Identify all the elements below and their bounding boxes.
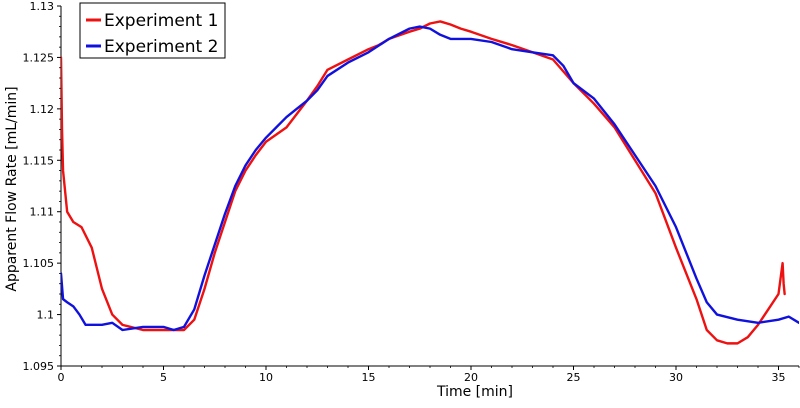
series-line-experiment-2 [61, 25, 799, 332]
tick-labels: 0 5 10 15 20 25 30 35 1.095 1.1 1.105 1.11 1.115 1.12… [23, 0, 786, 384]
y-tick-label: 1.12 [30, 103, 55, 116]
x-tick-label: 0 [58, 371, 65, 384]
y-tick-label: 1.125 [23, 51, 55, 64]
series-line-experiment-1 [61, 20, 786, 345]
x-tick-label: 20 [464, 371, 478, 384]
legend-label-experiment-1: Experiment 1 [104, 11, 218, 31]
x-tick-label: 30 [669, 371, 683, 384]
y-tick-label: 1.105 [23, 257, 55, 270]
y-tick-label: 1.1 [37, 309, 55, 322]
x-tick-label: 25 [567, 371, 581, 384]
legend-label-experiment-2: Experiment 2 [104, 37, 218, 57]
y-tick-label: 1.13 [30, 0, 55, 13]
y-tick-label: 1.115 [23, 154, 55, 167]
legend: Experiment 1 Experiment 2 [79, 2, 226, 59]
x-tick-label: 10 [259, 371, 273, 384]
x-tick-label: 35 [772, 371, 786, 384]
x-tick-label: 15 [362, 371, 376, 384]
axes [57, 5, 800, 370]
y-tick-label: 1.11 [30, 206, 55, 219]
x-axis-title: Time [min] [436, 384, 513, 400]
x-tick-label: 5 [160, 371, 167, 384]
y-tick-label: 1.095 [23, 360, 55, 373]
y-axis-title: Apparent Flow Rate [mL/min] [4, 86, 20, 291]
series-layer [61, 20, 799, 345]
legend-box [79, 2, 226, 59]
